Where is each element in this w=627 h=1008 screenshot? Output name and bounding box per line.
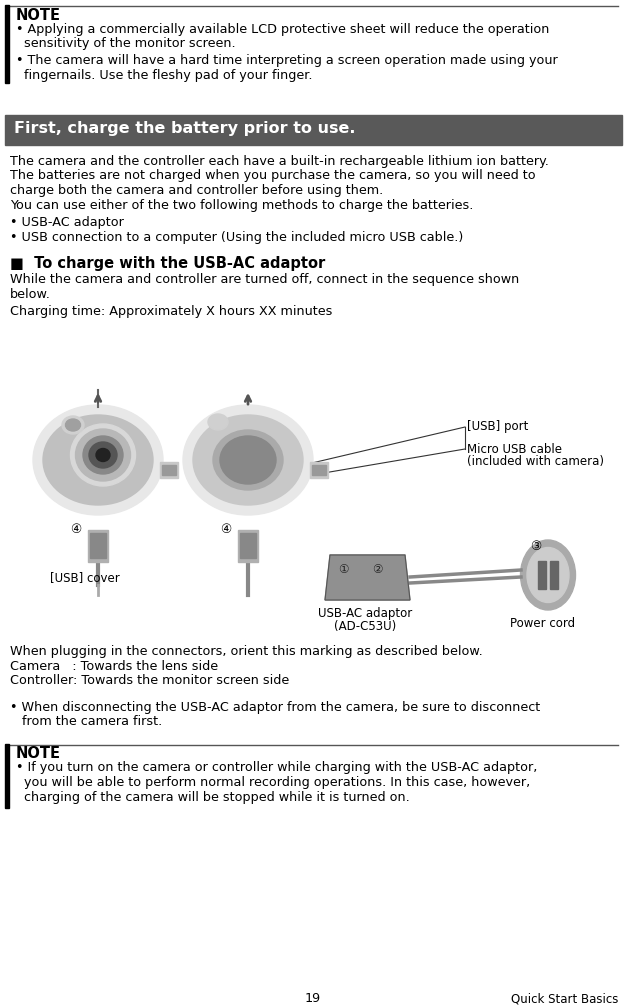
Ellipse shape	[96, 449, 110, 462]
Text: The camera and the controller each have a built-in rechargeable lithium ion batt: The camera and the controller each have …	[10, 155, 549, 168]
Bar	[538, 561, 546, 589]
Text: (AD-C53U): (AD-C53U)	[334, 620, 396, 633]
Text: ④: ④	[70, 523, 82, 536]
Text: 19: 19	[305, 992, 321, 1005]
Text: charge both the camera and controller before using them.: charge both the camera and controller be…	[10, 184, 383, 197]
Text: When plugging in the connectors, orient this marking as described below.: When plugging in the connectors, orient …	[10, 645, 483, 658]
Ellipse shape	[527, 547, 569, 603]
Bar	[312, 465, 326, 475]
Ellipse shape	[62, 416, 84, 434]
Bar	[88, 530, 108, 562]
Ellipse shape	[520, 540, 576, 610]
Bar	[310, 462, 328, 478]
Text: ①: ①	[338, 563, 349, 576]
Ellipse shape	[208, 414, 228, 430]
Text: ②: ②	[372, 563, 382, 576]
Ellipse shape	[220, 436, 276, 484]
Text: USB-AC adaptor: USB-AC adaptor	[318, 607, 412, 620]
Ellipse shape	[193, 415, 303, 505]
Bar	[160, 462, 178, 478]
Text: Micro USB cable: Micro USB cable	[467, 443, 562, 456]
Text: fingernails. Use the fleshy pad of your finger.: fingernails. Use the fleshy pad of your …	[16, 69, 312, 82]
Text: you will be able to perform normal recording operations. In this case, however,: you will be able to perform normal recor…	[16, 776, 530, 789]
Text: [USB] port: [USB] port	[467, 420, 529, 433]
Text: • USB-AC adaptor: • USB-AC adaptor	[10, 216, 124, 229]
Text: sensitivity of the monitor screen.: sensitivity of the monitor screen.	[16, 37, 236, 50]
Text: NOTE: NOTE	[16, 747, 61, 761]
Text: from the camera first.: from the camera first.	[10, 715, 162, 728]
Text: Quick Start Basics: Quick Start Basics	[510, 992, 618, 1005]
Text: First, charge the battery prior to use.: First, charge the battery prior to use.	[14, 121, 356, 136]
Text: (included with camera): (included with camera)	[467, 455, 604, 468]
Ellipse shape	[89, 442, 117, 468]
Text: [USB] cover: [USB] cover	[50, 571, 120, 584]
Ellipse shape	[213, 430, 283, 490]
Bar	[238, 530, 258, 562]
Bar	[5, 5, 9, 83]
Text: • If you turn on the camera or controller while charging with the USB-AC adaptor: • If you turn on the camera or controlle…	[16, 761, 537, 774]
Ellipse shape	[75, 429, 130, 481]
Bar	[550, 561, 558, 589]
Bar	[5, 744, 9, 807]
Text: The batteries are not charged when you purchase the camera, so you will need to: The batteries are not charged when you p…	[10, 169, 535, 182]
Text: NOTE: NOTE	[16, 8, 61, 23]
Text: Camera   : Towards the lens side: Camera : Towards the lens side	[10, 659, 218, 672]
Text: ④: ④	[220, 523, 231, 536]
Text: While the camera and controller are turned off, connect in the sequence shown: While the camera and controller are turn…	[10, 273, 519, 286]
Ellipse shape	[83, 436, 123, 474]
Polygon shape	[325, 555, 410, 600]
Bar	[5, 115, 622, 145]
Bar	[162, 465, 176, 475]
Text: Power cord: Power cord	[510, 617, 575, 630]
Bar	[240, 533, 256, 558]
Ellipse shape	[33, 405, 163, 515]
Text: • The camera will have a hard time interpreting a screen operation made using yo: • The camera will have a hard time inter…	[16, 54, 558, 67]
Text: charging of the camera will be stopped while it is turned on.: charging of the camera will be stopped w…	[16, 790, 410, 803]
Text: below.: below.	[10, 287, 51, 300]
Ellipse shape	[70, 424, 135, 486]
Text: Controller: Towards the monitor screen side: Controller: Towards the monitor screen s…	[10, 674, 289, 687]
Text: ■  To charge with the USB-AC adaptor: ■ To charge with the USB-AC adaptor	[10, 256, 325, 271]
Text: You can use either of the two following methods to charge the batteries.: You can use either of the two following …	[10, 199, 473, 212]
Text: Charging time: Approximately X hours XX minutes: Charging time: Approximately X hours XX …	[10, 305, 332, 318]
Ellipse shape	[43, 415, 153, 505]
Text: ③: ③	[530, 540, 541, 553]
Ellipse shape	[183, 405, 313, 515]
Text: • USB connection to a computer (Using the included micro USB cable.): • USB connection to a computer (Using th…	[10, 231, 463, 244]
Text: • When disconnecting the USB-AC adaptor from the camera, be sure to disconnect: • When disconnecting the USB-AC adaptor …	[10, 701, 540, 714]
Bar	[90, 533, 106, 558]
Ellipse shape	[65, 419, 80, 431]
Text: • Applying a commercially available LCD protective sheet will reduce the operati: • Applying a commercially available LCD …	[16, 23, 549, 36]
